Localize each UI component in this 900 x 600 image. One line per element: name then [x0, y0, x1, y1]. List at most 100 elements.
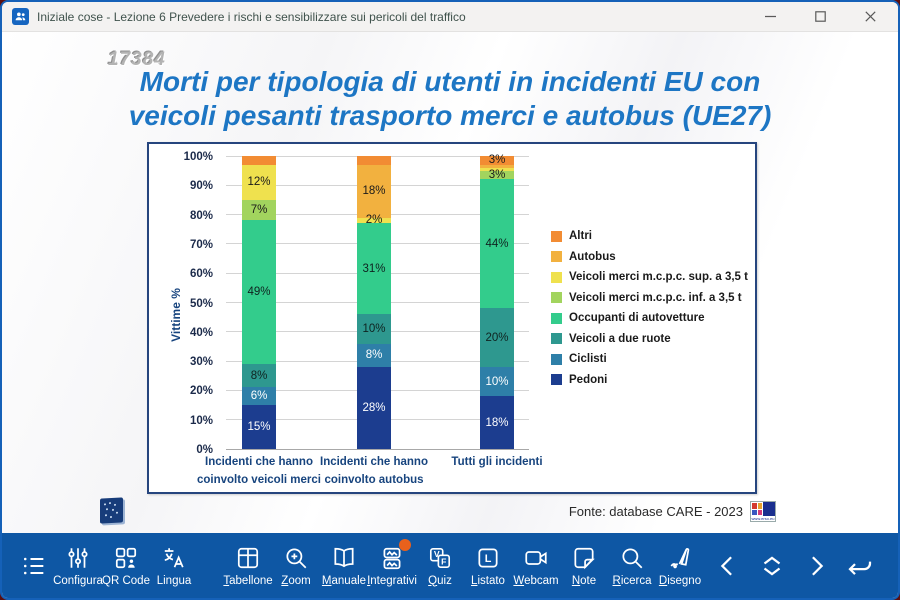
toolbar-button-zoom[interactable]: Zoom [272, 545, 320, 587]
gridline [226, 155, 529, 157]
y-tick-label: 90% [189, 180, 213, 193]
y-axis-ticks: 0% 10% 20% 30% 40% 50% 60% 70% 80% 90% 100% [149, 151, 219, 456]
slide-number: 17384 [108, 49, 166, 70]
next-slide-button[interactable] [794, 551, 838, 581]
bar-segment [480, 167, 514, 171]
y-tick-label: 100% [183, 151, 213, 163]
erso-logo: www.erso.eu [750, 501, 776, 522]
toolbar-button-configura[interactable]: Configura [53, 545, 103, 587]
chevron-right-icon [812, 555, 824, 576]
segment-label: 18% [362, 185, 386, 198]
legend-swatch [551, 333, 562, 344]
y-tick-label: 80% [189, 209, 213, 222]
bar-segment: 20% [480, 308, 514, 367]
toolbar-label: Configura [53, 574, 103, 587]
legend-swatch [551, 374, 562, 385]
toolbar-button-disegno[interactable]: Disegno [656, 545, 704, 587]
bar-segment: 10% [480, 366, 514, 397]
toolbar-button-listato[interactable]: L Listato [464, 545, 512, 587]
toolbar-button-tabellone[interactable]: Tabellone [223, 545, 273, 587]
toolbar-button-qr-code[interactable]: QR Code [102, 545, 150, 587]
minimize-button[interactable] [760, 7, 780, 27]
book-icon [334, 547, 354, 567]
legend-label: Veicoli merci m.c.p.c. sup. a 3,5 t [569, 271, 748, 283]
y-tick-label: 60% [189, 268, 213, 281]
stacked-bar: 15% 6% 8% 49% 7% 12% [242, 156, 276, 449]
segment-label: 28% [362, 401, 386, 414]
title-bar: Iniziale cose - Lezione 6 Prevedere i ri… [2, 2, 898, 32]
gridline [226, 448, 529, 450]
bar-segment: 7% [242, 199, 276, 221]
legend-label: Pedoni [569, 373, 608, 386]
expand-collapse-button[interactable] [750, 551, 794, 581]
segment-label: 3% [488, 154, 506, 167]
segment-label: 31% [362, 262, 386, 275]
bar-segment: 6% [242, 387, 276, 406]
slide-title: Morti per tipologia di utenti in inciden… [2, 65, 898, 133]
stacked-bar: 28% 8% 10% 31% 2% 18% [357, 156, 391, 449]
toolbar-label: Tabellone [223, 574, 273, 587]
segment-label: 12% [247, 176, 271, 189]
slide-title-line2: veicoli pesanti trasporto merci e autobu… [128, 100, 772, 132]
toolbar-button-webcam[interactable]: Webcam [512, 545, 560, 587]
bar-segment: 8% [357, 343, 391, 367]
bar-segment: 15% [242, 405, 276, 449]
bar-segment: 18% [480, 396, 514, 449]
bar-segment: 3% [480, 169, 514, 182]
toolbar-label: Integrativi [367, 574, 417, 587]
quiz-letter-f: F [441, 556, 446, 566]
x-axis-labels: Incidenti che hanno coinvolto veicoli me… [197, 454, 543, 490]
chart-legend: Altri Autobus Veicoli merci m.c.p.c. sup. … [551, 230, 751, 394]
search-icon [622, 547, 643, 568]
sliders-icon [68, 547, 88, 568]
maximize-button[interactable] [810, 7, 830, 27]
toolbar-label: Ricerca [612, 574, 652, 587]
toolbar-button-manuale[interactable]: Manuale [320, 545, 368, 587]
bar-segment: 31% [357, 223, 391, 315]
legend-swatch [551, 312, 562, 324]
segment-label: 6% [250, 390, 268, 403]
bar-segment [242, 156, 276, 165]
bar-segment [480, 164, 514, 168]
toolbar-button-quiz[interactable]: V F Quiz [416, 545, 464, 587]
pen-draw-icon [670, 547, 690, 568]
legend-label: Occupanti di autovetture [569, 312, 705, 324]
bar-segment: 28% [357, 366, 391, 449]
plot-area: 15% 6% 8% 49% 7% 12% 28% 8% 10% 31% 2% 18% 18% 10% 20%… [226, 154, 529, 450]
translate-icon [164, 547, 184, 568]
segment-label: 3% [488, 169, 506, 182]
menu-list-button[interactable] [14, 552, 54, 580]
window-title: Iniziale cose - Lezione 6 Prevedere i ri… [37, 9, 466, 24]
segment-label: 8% [250, 369, 268, 382]
bar-segment: 2% [357, 214, 391, 227]
segment-label: 8% [365, 349, 383, 362]
return-button[interactable] [838, 551, 882, 581]
bar-segment: 3% [480, 154, 514, 167]
slide-title-line1: Morti per tipologia di utenti in inciden… [139, 66, 761, 97]
toolbar-label: Quiz [428, 574, 452, 587]
legend-swatch [551, 271, 562, 283]
toolbar-label: Listato [471, 574, 505, 587]
bar-segment [357, 156, 391, 165]
close-button[interactable] [860, 7, 880, 27]
toolbar-label: Lingua [156, 574, 192, 587]
toolbar-button-note[interactable]: Note [560, 545, 608, 587]
previous-slide-button[interactable] [706, 551, 750, 581]
toolbar-button-ricerca[interactable]: Ricerca [608, 545, 656, 587]
y-tick-label: 70% [189, 238, 213, 251]
legend-item: Occupanti di autovetture [551, 312, 751, 324]
return-arrow-icon [848, 561, 872, 575]
toolbar-label: Webcam [513, 574, 559, 587]
legend-label: Veicoli a due ruote [569, 332, 671, 345]
segment-label: 2% [365, 214, 383, 227]
segment-label: 10% [485, 375, 509, 388]
x-category-label: Incidenti che hanno coinvolto autobus [320, 456, 428, 486]
webcam-icon [525, 550, 547, 565]
segment-label: 18% [485, 416, 509, 429]
legend-item: Veicoli merci m.c.p.c. sup. a 3,5 t [551, 271, 751, 283]
legend-item: Ciclisti [551, 353, 751, 365]
board-grid-icon [237, 547, 259, 568]
toolbar-button-lingua[interactable]: Lingua [150, 545, 198, 587]
toolbar-button-integrativi[interactable]: Integrativi [367, 538, 417, 587]
